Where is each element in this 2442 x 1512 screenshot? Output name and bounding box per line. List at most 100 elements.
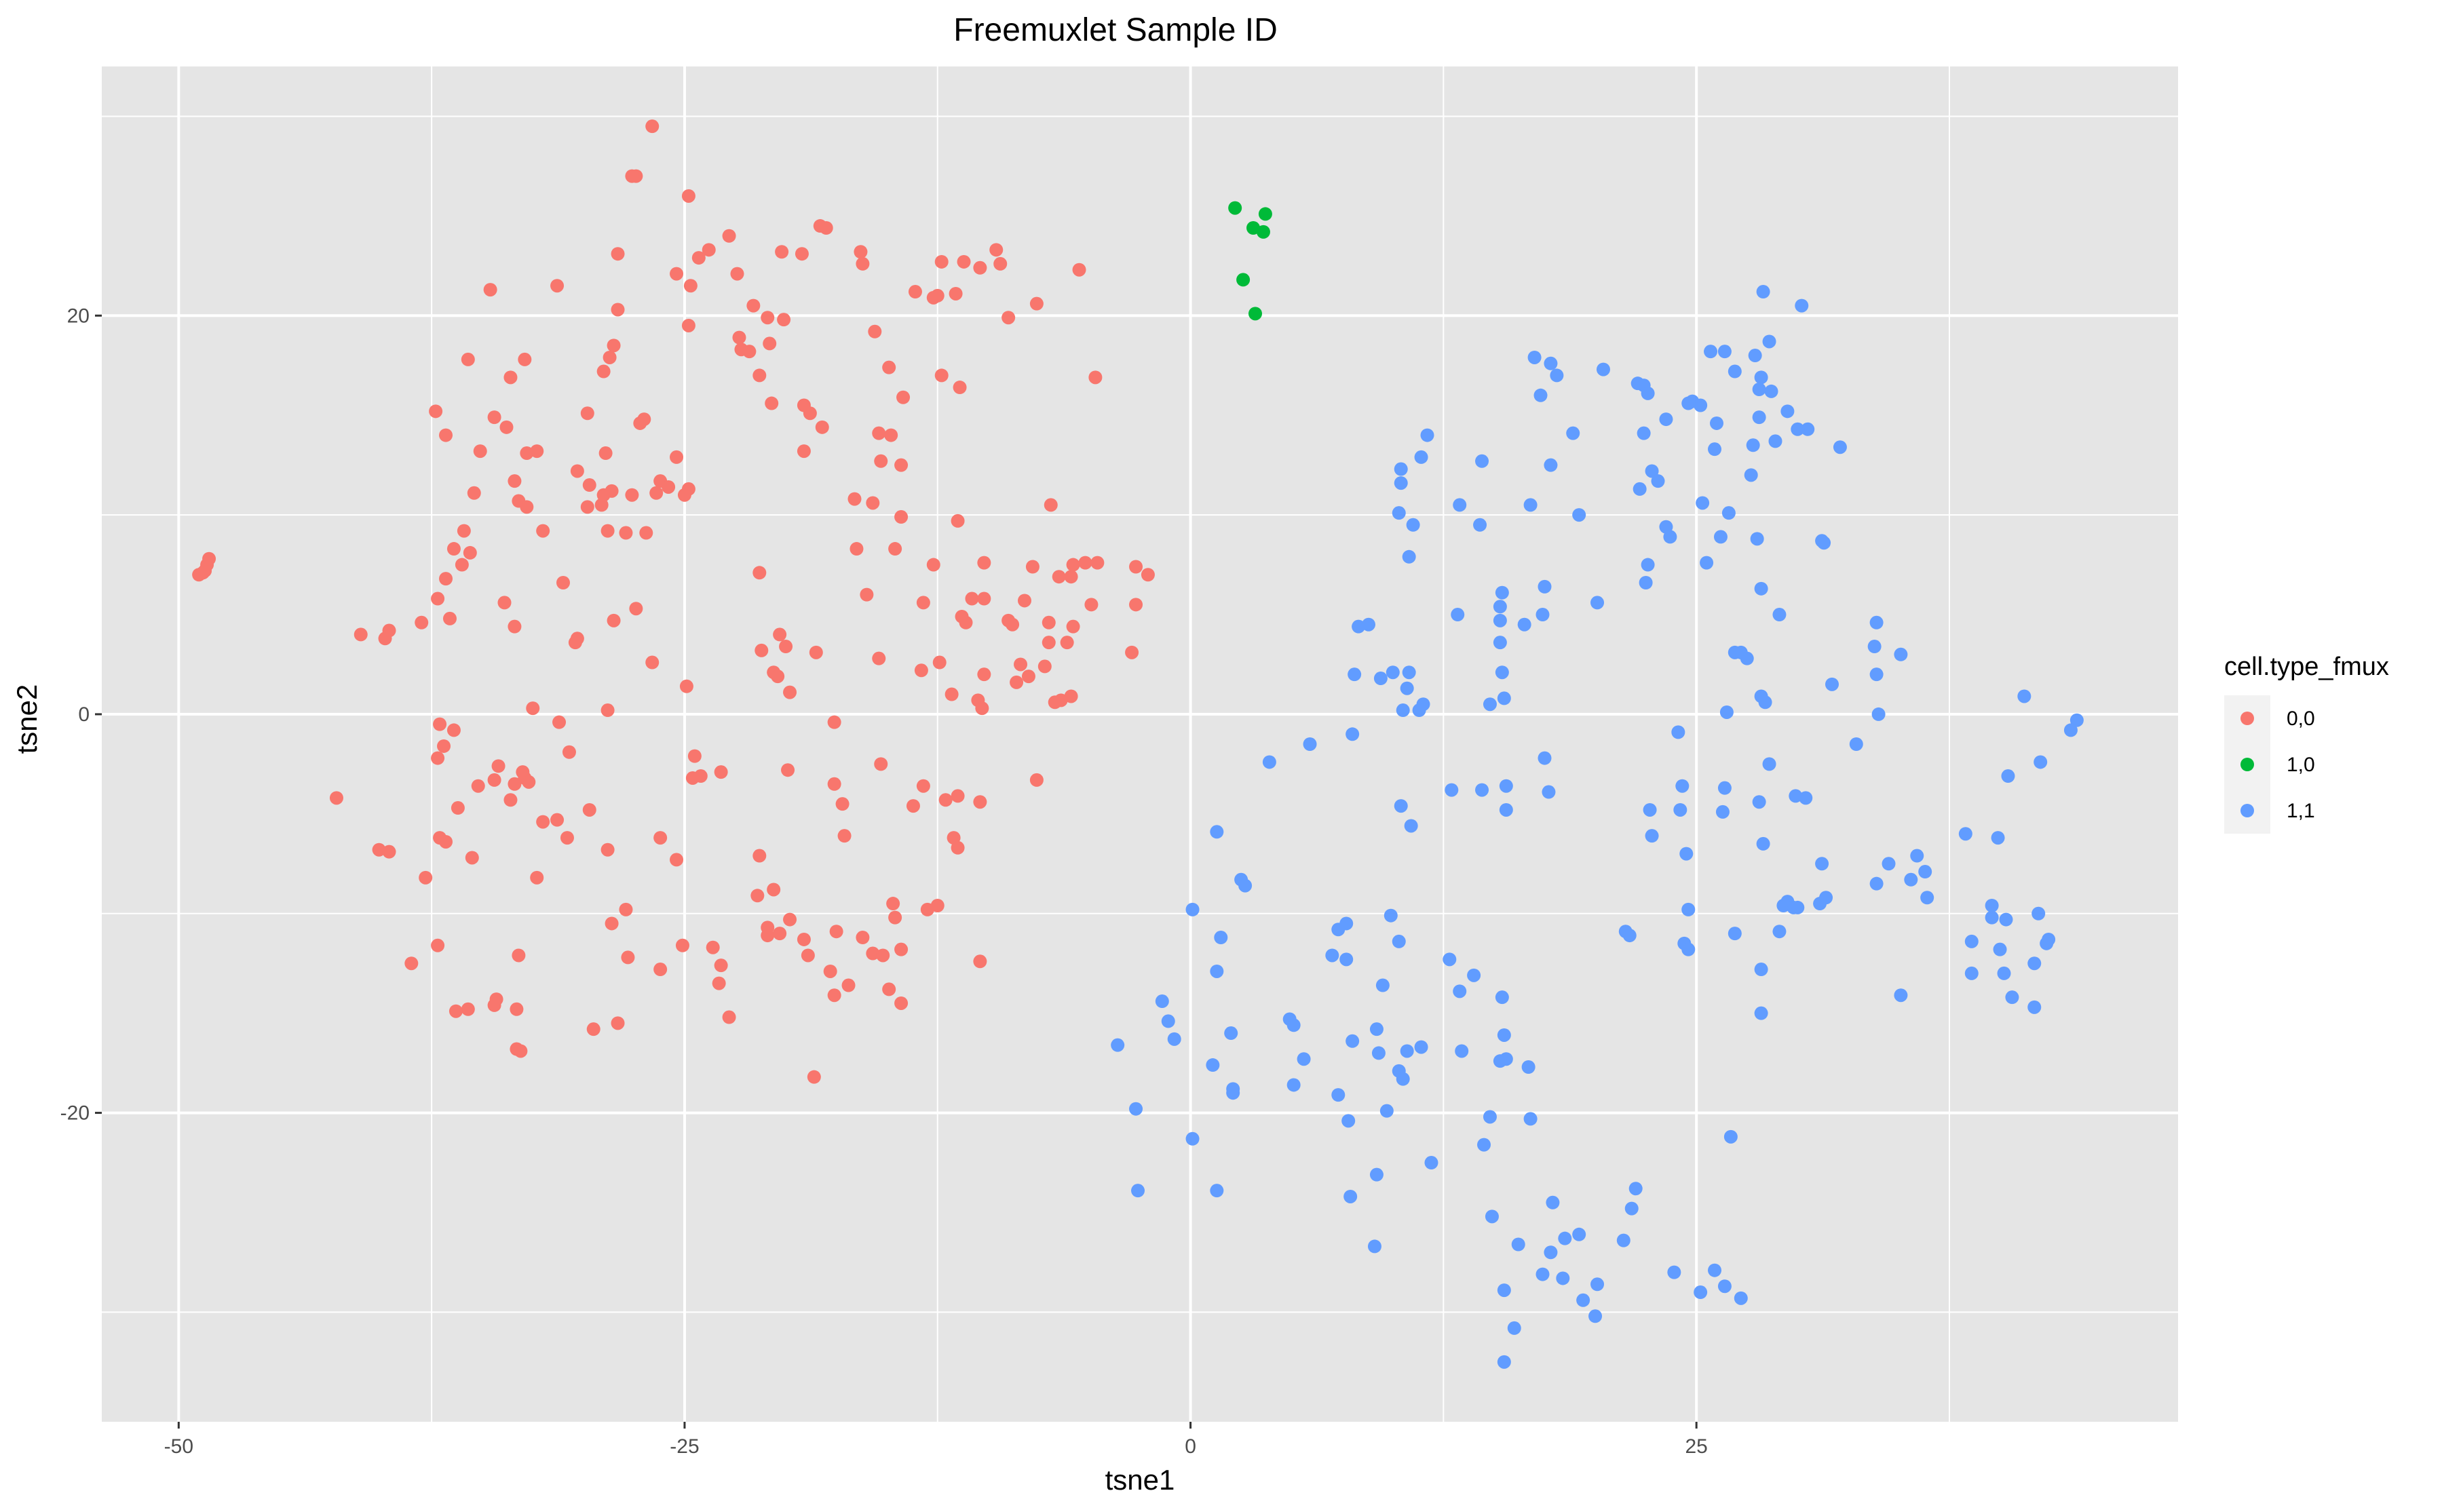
data-point: [1849, 737, 1863, 751]
data-point: [1090, 556, 1105, 570]
data-point: [1210, 964, 1224, 978]
data-point: [1616, 1233, 1630, 1247]
data-point: [1772, 925, 1787, 939]
data-point: [1869, 876, 1884, 891]
data-point: [196, 566, 210, 580]
data-point: [625, 169, 639, 183]
data-point: [483, 283, 497, 297]
data-point: [625, 488, 639, 502]
data-point: [951, 840, 965, 855]
data-point: [809, 645, 823, 659]
data-point: [722, 1010, 736, 1024]
data-point: [1286, 1018, 1301, 1032]
data-point: [670, 853, 684, 867]
data-point: [1904, 872, 1918, 887]
x-tick-label: 0: [1185, 1435, 1196, 1458]
data-point: [1475, 783, 1489, 797]
chart-title: Freemuxlet Sample ID: [953, 12, 1278, 48]
data-point: [1663, 530, 1677, 544]
data-point: [487, 410, 501, 425]
data-point: [1443, 952, 1457, 967]
data-point: [2017, 689, 2031, 703]
data-point: [827, 715, 841, 729]
data-point: [860, 587, 874, 602]
data-point: [803, 406, 817, 421]
data-point: [807, 1070, 821, 1084]
data-point: [866, 946, 880, 961]
data-point: [779, 640, 793, 654]
data-point: [1704, 345, 1718, 359]
data-point: [951, 789, 965, 803]
data-point: [761, 929, 775, 943]
data-point: [1789, 789, 1803, 803]
data-point: [1018, 594, 1031, 608]
data-point: [1453, 984, 1467, 999]
data-point: [1084, 598, 1099, 612]
data-point: [872, 651, 886, 665]
data-point: [1375, 978, 1390, 992]
data-point: [1303, 737, 1317, 751]
data-point: [1679, 847, 1694, 861]
data-point: [1010, 675, 1024, 689]
data-point: [1392, 506, 1406, 520]
data-point: [1331, 923, 1346, 937]
data-point: [732, 330, 746, 345]
data-point: [953, 381, 967, 395]
data-point: [497, 596, 512, 610]
data-point: [600, 842, 615, 857]
data-point: [1060, 636, 1074, 650]
x-axis: -50 -25 0 25: [164, 1422, 1708, 1458]
data-point: [526, 701, 540, 716]
data-point: [1746, 438, 1760, 452]
data-point: [813, 219, 827, 233]
data-point: [1715, 805, 1730, 819]
data-point: [1833, 440, 1847, 454]
data-point: [2027, 956, 2042, 971]
data-point: [683, 279, 698, 293]
legend-title: cell.type_fmux: [2224, 653, 2389, 681]
data-point: [938, 793, 953, 807]
data-point: [467, 486, 481, 500]
data-point: [1780, 404, 1795, 419]
data-point: [415, 615, 429, 629]
data-point: [607, 338, 621, 353]
data-point: [1507, 1321, 1521, 1335]
data-point: [429, 404, 443, 419]
data-point: [1497, 1028, 1511, 1042]
data-point: [2001, 769, 2015, 783]
data-point: [681, 189, 695, 203]
data-point: [1558, 1231, 1572, 1245]
data-point: [835, 797, 850, 811]
data-point: [977, 592, 991, 606]
data-point: [1748, 349, 1762, 363]
data-point: [1206, 1058, 1220, 1072]
data-point: [1637, 426, 1651, 440]
data-point: [1396, 703, 1410, 718]
data-point: [552, 715, 567, 729]
data-point: [1572, 508, 1586, 522]
data-point: [580, 406, 594, 421]
data-point: [777, 313, 791, 327]
data-point: [1538, 579, 1552, 594]
data-point: [1869, 615, 1884, 629]
data-point: [1521, 1060, 1535, 1074]
data-point: [884, 428, 898, 442]
data-point: [550, 279, 565, 293]
legend-marker: [2240, 712, 2254, 725]
data-point: [795, 247, 809, 261]
data-point: [1131, 1184, 1145, 1198]
data-point: [1572, 1227, 1586, 1241]
legend-marker: [2240, 804, 2254, 817]
data-point: [1214, 931, 1228, 945]
data-point: [1493, 600, 1507, 614]
data-point: [1236, 273, 1251, 287]
data-point: [1029, 773, 1044, 787]
data-point: [431, 751, 445, 765]
data-point: [876, 948, 890, 963]
data-point: [1088, 370, 1103, 385]
data-point: [508, 619, 522, 634]
data-point: [439, 834, 453, 849]
data-point: [1404, 819, 1418, 833]
data-point: [514, 1044, 528, 1058]
data-point: [815, 420, 829, 434]
